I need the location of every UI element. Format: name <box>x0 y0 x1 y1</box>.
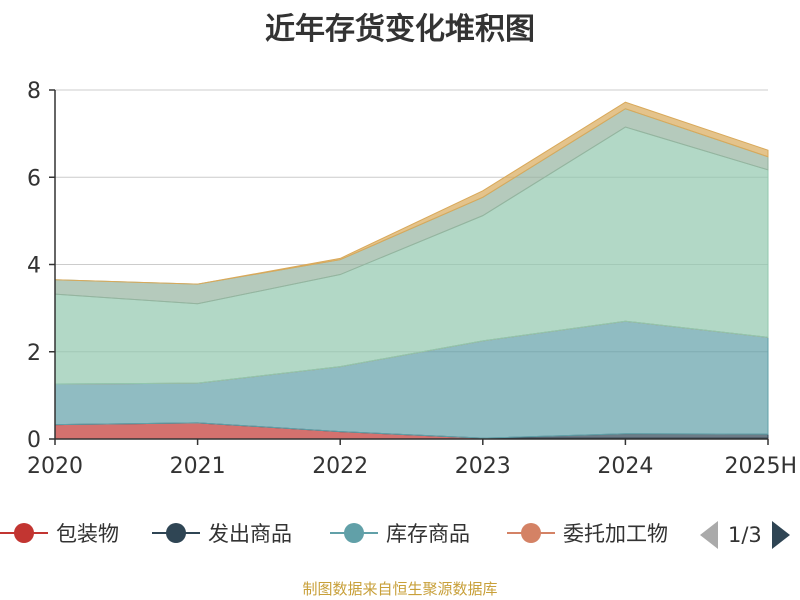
legend-item-1[interactable]: 发出商品 <box>152 515 292 551</box>
x-tick-label-2: 2022 <box>312 454 368 479</box>
legend-marker-icon <box>507 523 555 543</box>
legend-dot <box>521 523 541 543</box>
legend-label: 库存商品 <box>386 522 470 546</box>
data-source-note: 制图数据来自恒生聚源数据库 <box>302 580 498 598</box>
y-tick-label-3: 6 <box>27 166 41 191</box>
x-tick-label-4: 2024 <box>597 454 653 479</box>
y-tick-label-1: 2 <box>27 341 41 366</box>
legend-label: 包装物 <box>56 522 119 546</box>
legend-dot <box>166 523 186 543</box>
legend-pager: 1/3 <box>700 520 800 550</box>
legend-item-0[interactable]: 包装物 <box>0 515 119 551</box>
legend-label: 委托加工物 <box>563 522 668 546</box>
y-tick-label-2: 4 <box>27 254 41 279</box>
legend-marker-icon <box>0 523 48 543</box>
y-tick-label-4: 8 <box>27 79 41 104</box>
x-tick-label-5: 2025H <box>724 454 797 479</box>
legend-marker-icon <box>330 523 378 543</box>
area-series-6 <box>54 101 769 285</box>
pager-text: 1/3 <box>728 523 762 547</box>
x-tick-label-0: 2020 <box>27 454 83 479</box>
legend-item-2[interactable]: 库存商品 <box>330 515 470 551</box>
pager-next-icon[interactable] <box>771 521 790 549</box>
legend-marker-icon <box>152 523 200 543</box>
legend-label: 发出商品 <box>208 522 292 546</box>
legend-dot <box>14 523 34 543</box>
legend: 包装物 发出商品 库存商品 委托加工物 <box>0 515 800 551</box>
x-tick-label-3: 2023 <box>455 454 511 479</box>
legend-item-3[interactable]: 委托加工物 <box>507 515 668 551</box>
chart-title: 近年存货变化堆积图 <box>265 12 535 47</box>
x-tick-label-1: 2021 <box>170 454 226 479</box>
y-tick-label-0: 0 <box>27 428 41 453</box>
legend-dot <box>344 523 364 543</box>
pager-prev-icon[interactable] <box>700 521 718 549</box>
